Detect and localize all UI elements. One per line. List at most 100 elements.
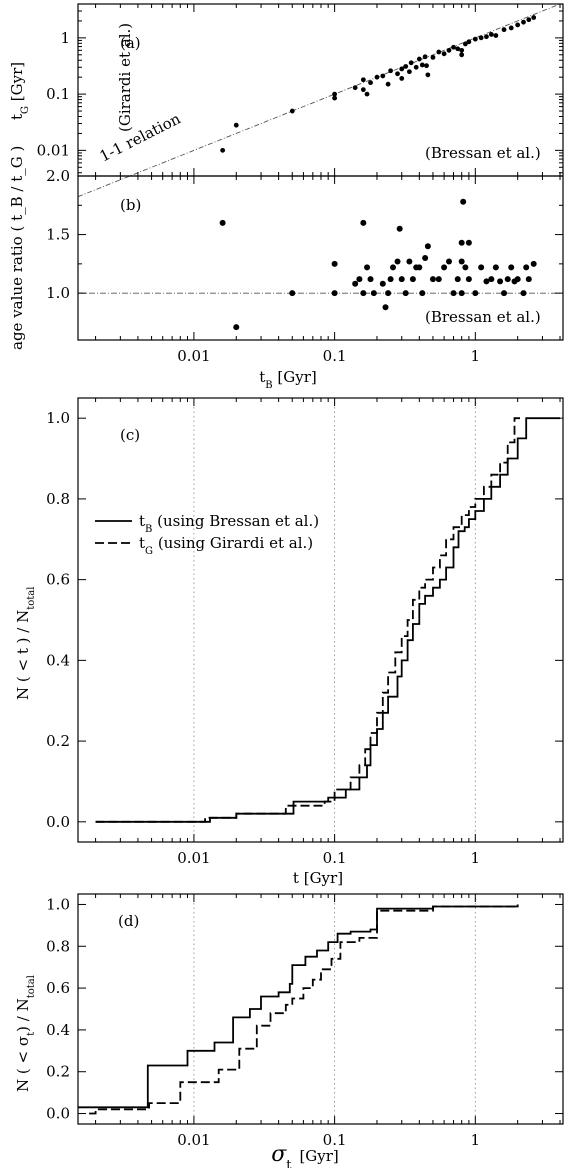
- y-tick-label: 1.5: [46, 226, 70, 244]
- data-point: [472, 36, 478, 42]
- data-point: [450, 290, 457, 297]
- panel-c-ylabel: N ( < t ) / Ntotal: [14, 587, 37, 700]
- y-tick-label: 0.6: [46, 979, 70, 997]
- cumulative-line-bressan: [78, 904, 519, 1109]
- panel-d-label: (d): [118, 912, 139, 930]
- y-tick-label: 1.0: [46, 284, 70, 302]
- panel-c: 0.01 0.1 1 0.0 0.2 0.4 0.6 0.8 1.0 (c) tB (using…: [14, 397, 564, 887]
- y-tick-label: 2.0: [46, 167, 70, 185]
- data-point: [379, 280, 386, 287]
- data-point: [360, 87, 366, 93]
- data-point: [462, 41, 468, 47]
- data-point: [233, 122, 239, 128]
- panel-c-label: (c): [120, 426, 140, 444]
- y-tick-label: 0.2: [46, 1063, 70, 1081]
- data-point: [530, 260, 537, 267]
- data-point: [425, 72, 431, 78]
- data-point: [289, 108, 295, 114]
- y-tick-label: 0.6: [46, 571, 70, 589]
- data-point: [478, 35, 484, 41]
- data-point: [429, 276, 436, 283]
- data-point: [406, 69, 412, 75]
- data-point: [483, 278, 490, 285]
- data-point: [515, 22, 521, 28]
- panel-a-model-y-label: (Girardi et al.): [116, 23, 134, 132]
- data-point: [465, 276, 472, 283]
- data-point: [501, 290, 508, 297]
- data-point: [385, 290, 392, 297]
- data-point: [462, 264, 469, 271]
- data-point: [484, 34, 489, 40]
- data-point: [396, 225, 403, 232]
- data-point: [370, 290, 377, 297]
- data-point: [419, 62, 425, 68]
- data-point: [460, 198, 467, 205]
- data-point: [406, 258, 413, 265]
- data-point: [399, 66, 405, 72]
- data-point: [446, 47, 452, 53]
- data-point: [488, 32, 494, 37]
- data-point: [402, 290, 409, 297]
- y-tick-label: 1.0: [46, 409, 70, 427]
- data-point: [492, 264, 499, 271]
- cumulative-line-girardi: [89, 904, 519, 1115]
- panel-d-xlabel: σt [Gyr]: [271, 1142, 339, 1168]
- data-point: [523, 264, 530, 271]
- data-point: [332, 95, 338, 101]
- data-point: [398, 276, 405, 283]
- data-point: [331, 290, 338, 297]
- panel-b-ylabel: age value ratio ( t_B / t_G ): [8, 146, 26, 350]
- data-point: [360, 290, 367, 297]
- data-point: [508, 264, 515, 271]
- data-point: [220, 147, 226, 153]
- x-tick-label: 0.1: [323, 347, 347, 365]
- y-tick-label: 0.2: [46, 732, 70, 750]
- panel-a-label: (a): [120, 34, 141, 52]
- data-point: [416, 264, 423, 271]
- data-point: [364, 264, 371, 271]
- data-point: [403, 64, 409, 69]
- data-point: [416, 56, 422, 62]
- x-tick-label: 1: [471, 1131, 481, 1149]
- data-point: [399, 76, 405, 81]
- data-point: [409, 276, 416, 283]
- panel-a-ylabel: tG [Gyr]: [8, 62, 31, 120]
- panel-b: 0.01 0.1 1 1.0 1.5 2.0 (b) (Bressan et al.) a…: [8, 146, 564, 391]
- data-point: [514, 276, 521, 283]
- cumulative-line-bressan: [95, 417, 560, 823]
- data-point: [356, 276, 363, 283]
- data-point: [436, 49, 442, 55]
- panel-a: 0.01 0.1 1 (a) (Girardi et al.) 1-1 relati…: [8, 3, 564, 198]
- y-tick-label: 0.01: [37, 141, 70, 159]
- data-point: [422, 255, 429, 261]
- x-tick-label: 1: [471, 849, 481, 867]
- data-point: [219, 219, 226, 226]
- data-point: [289, 290, 296, 297]
- data-point: [472, 290, 479, 297]
- data-point: [459, 47, 465, 53]
- data-point: [458, 258, 465, 265]
- data-point: [501, 27, 507, 33]
- data-point: [395, 71, 400, 77]
- panel-c-xlabel: t [Gyr]: [293, 869, 343, 887]
- data-point: [445, 258, 452, 265]
- data-point: [352, 85, 358, 91]
- panel-a-reference-line-label: 1-1 relation: [97, 109, 184, 165]
- data-point: [382, 304, 389, 311]
- y-tick-label: 1: [60, 29, 70, 47]
- data-point: [360, 219, 367, 226]
- x-tick-label: 1: [471, 347, 481, 365]
- data-point: [459, 52, 465, 58]
- panel-d-ylabel: N ( < σt) / Ntotal: [14, 975, 37, 1092]
- data-point: [454, 276, 461, 283]
- data-point: [458, 239, 465, 246]
- data-point: [367, 276, 374, 283]
- data-point: [352, 280, 359, 287]
- data-point: [508, 25, 514, 31]
- y-tick-label: 1.0: [46, 895, 70, 913]
- data-point: [385, 81, 391, 87]
- y-tick-label: 0.1: [46, 85, 70, 103]
- data-point: [380, 73, 386, 79]
- panel-c-legend: tB (using Bressan et al.) tG (using Gira…: [95, 512, 319, 557]
- y-tick-label: 0.8: [46, 937, 70, 955]
